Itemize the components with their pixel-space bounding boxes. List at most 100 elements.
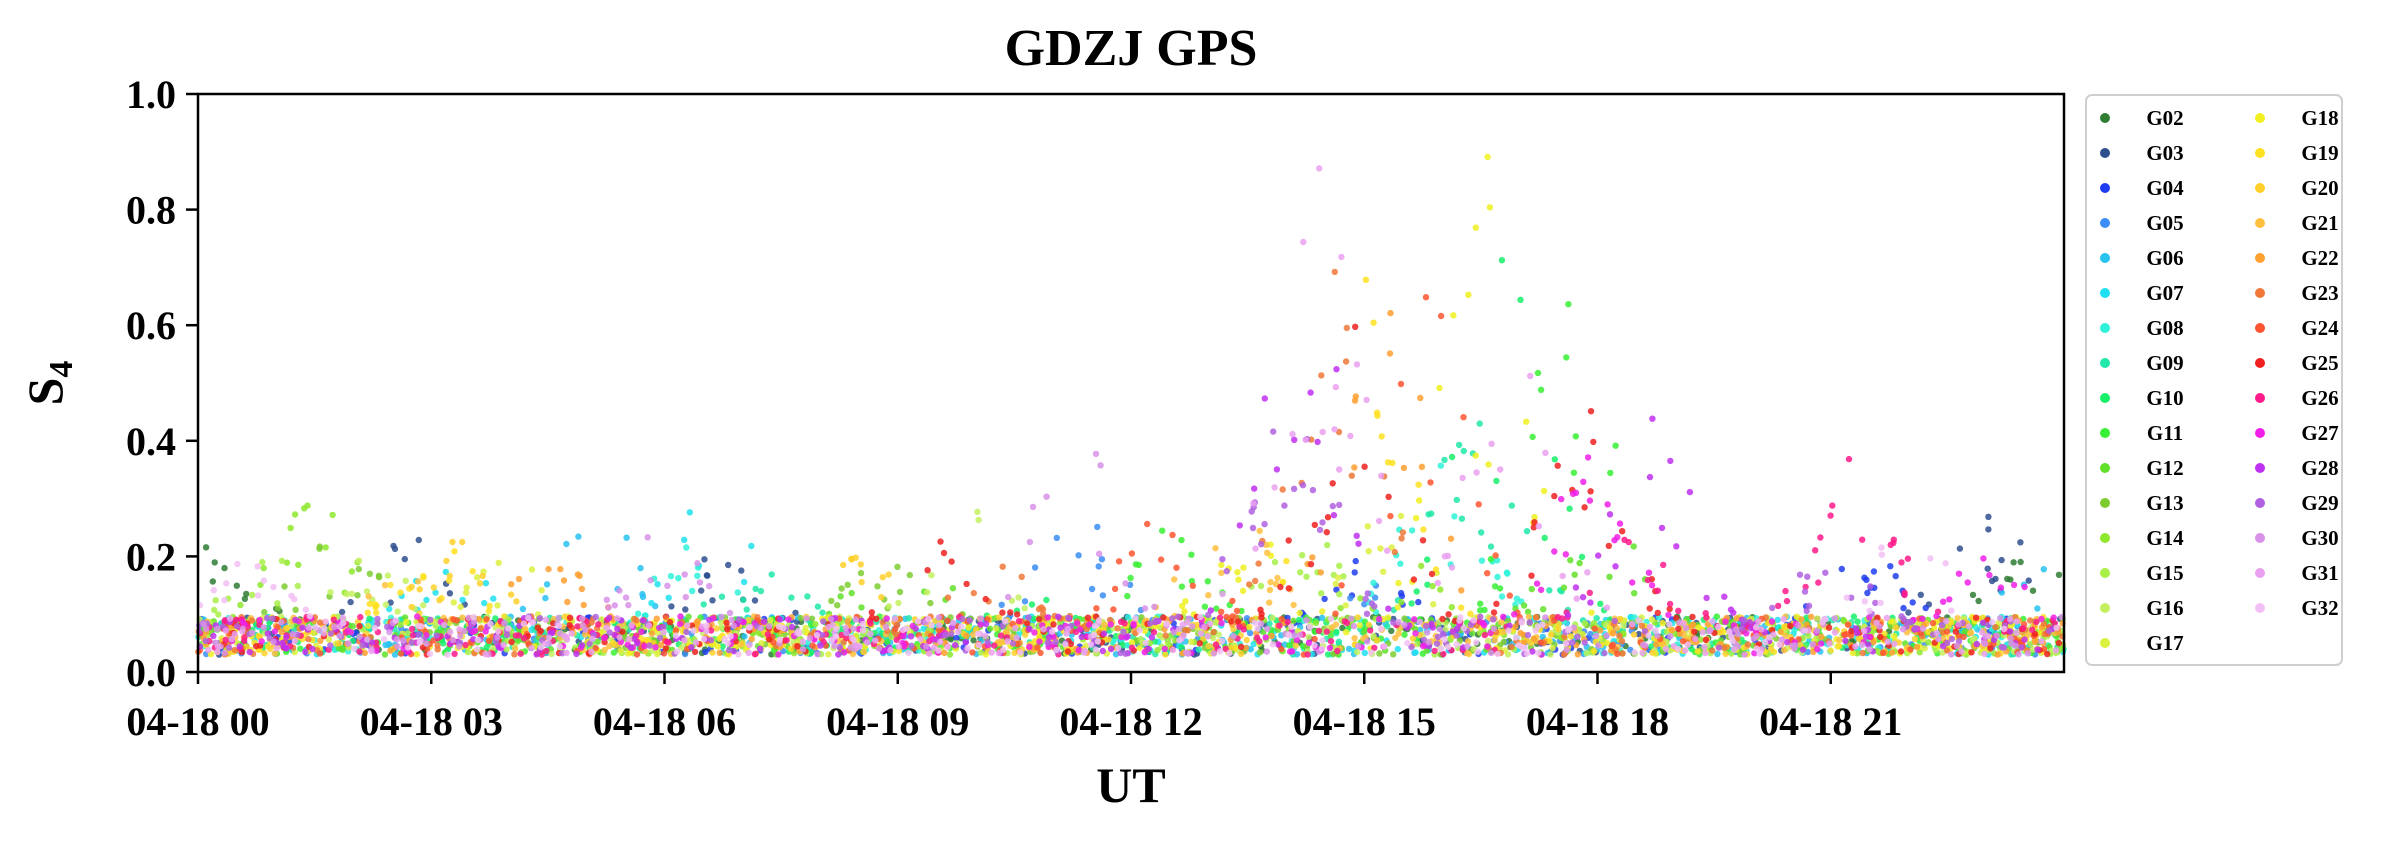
data-point <box>783 637 790 644</box>
data-point <box>1387 512 1394 520</box>
data-point <box>1979 619 1987 626</box>
data-point <box>501 613 508 620</box>
data-point <box>1370 579 1377 586</box>
data-point <box>1352 323 1359 330</box>
data-point <box>838 585 845 592</box>
data-point <box>1956 545 1964 552</box>
data-point <box>356 648 363 655</box>
data-point <box>561 613 568 620</box>
data-point <box>1629 579 1636 586</box>
data-point <box>1050 621 1057 628</box>
data-point <box>1352 393 1360 400</box>
data-point <box>1441 456 1448 464</box>
data-point <box>386 629 393 636</box>
data-point <box>662 645 669 652</box>
data-point <box>1605 542 1613 550</box>
data-point <box>840 561 847 569</box>
data-point <box>464 648 472 656</box>
data-point <box>1406 622 1413 629</box>
data-point <box>656 634 664 642</box>
data-point <box>969 649 976 656</box>
data-point <box>927 599 934 607</box>
data-point <box>1351 464 1358 471</box>
data-point <box>1028 601 1036 608</box>
data-point <box>1384 614 1392 621</box>
data-point <box>243 590 250 598</box>
data-point <box>878 594 885 601</box>
data-point <box>1015 594 1022 601</box>
data-point <box>542 594 549 602</box>
data-point <box>1919 625 1927 632</box>
data-point <box>457 603 464 611</box>
data-point <box>1351 569 1358 576</box>
data-point <box>1520 602 1528 609</box>
data-point <box>543 581 551 588</box>
data-point <box>355 557 363 564</box>
data-point <box>1437 586 1444 593</box>
data-point <box>1246 623 1253 631</box>
data-point <box>574 571 582 578</box>
data-point <box>1465 291 1472 298</box>
data-point <box>1653 641 1660 648</box>
data-point <box>1319 519 1326 526</box>
data-point <box>1964 579 1971 586</box>
data-point <box>1098 556 1106 563</box>
data-point <box>1611 617 1619 625</box>
data-point <box>1778 636 1786 643</box>
data-point <box>1326 644 1334 652</box>
data-point <box>631 635 638 643</box>
data-point <box>808 615 816 622</box>
data-point <box>1169 615 1176 622</box>
data-point <box>385 640 392 648</box>
data-point <box>347 629 355 636</box>
data-point <box>394 608 401 615</box>
data-point <box>1500 628 1507 635</box>
data-point <box>1178 536 1185 544</box>
data-point <box>1107 645 1115 653</box>
data-point <box>1985 513 1992 520</box>
data-point <box>1267 578 1274 586</box>
data-point <box>451 650 458 657</box>
data-point <box>479 572 486 580</box>
data-point <box>1141 605 1149 612</box>
data-point <box>363 588 371 595</box>
data-point <box>737 641 744 648</box>
data-point <box>1173 564 1180 571</box>
data-point <box>1709 647 1716 654</box>
data-point <box>1774 616 1781 624</box>
data-point <box>1576 559 1583 567</box>
data-point <box>706 582 713 590</box>
data-point <box>1689 613 1696 621</box>
data-point <box>718 624 725 631</box>
data-point <box>345 640 352 647</box>
data-point <box>1487 555 1495 563</box>
data-point <box>937 638 944 646</box>
data-point <box>923 643 930 650</box>
data-point <box>1887 541 1894 549</box>
data-point <box>1239 587 1247 595</box>
data-point <box>538 651 545 658</box>
data-point <box>1205 642 1212 650</box>
data-point <box>1955 570 1963 577</box>
data-point <box>1592 632 1600 639</box>
data-point <box>1888 649 1896 656</box>
data-point <box>1364 523 1372 530</box>
data-point <box>1419 537 1427 544</box>
data-point <box>627 644 634 651</box>
data-point <box>1641 628 1649 635</box>
data-point <box>485 607 493 615</box>
data-point <box>606 629 613 636</box>
data-point <box>735 616 743 623</box>
data-point <box>1686 488 1694 496</box>
data-point <box>382 601 390 608</box>
data-point <box>1223 568 1231 575</box>
data-point <box>1593 615 1600 622</box>
data-point <box>548 650 555 657</box>
data-point <box>302 648 309 655</box>
data-point <box>622 594 630 601</box>
data-point <box>757 645 764 652</box>
data-point <box>515 575 523 583</box>
data-point <box>1309 486 1317 494</box>
data-point <box>1345 645 1353 653</box>
data-point <box>1907 646 1914 653</box>
